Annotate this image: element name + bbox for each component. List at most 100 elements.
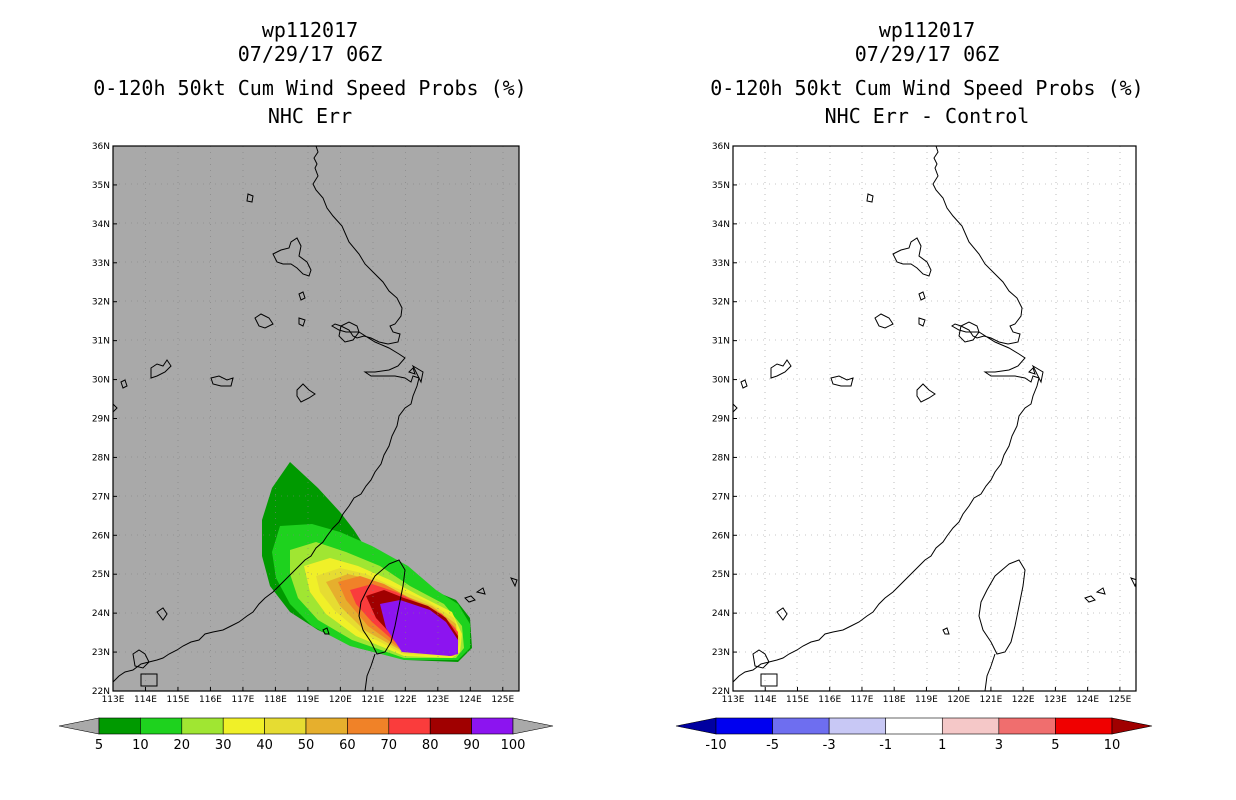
- right-panel-title: wp112017 07/29/17 06Z 0-120h 50kt Cum Wi…: [617, 18, 1236, 128]
- right-xtick-label: 120E: [947, 695, 970, 705]
- left-xtick-label: 120E: [329, 695, 352, 705]
- left-date: 07/29/17 06Z: [237, 42, 383, 66]
- right-colorbar-swatch: [941, 717, 1000, 735]
- right-grid: [733, 146, 1136, 691]
- left-subtitle: NHC Err: [267, 104, 353, 128]
- left-xtick-label: 117E: [231, 695, 254, 705]
- right-colorbar-label: -10: [705, 738, 726, 753]
- left-colorbar-label: 20: [174, 738, 191, 753]
- left-colorbar-swatch: [181, 717, 224, 735]
- right-xtick-label: 121E: [979, 695, 1002, 705]
- left-xtick-label: 122E: [394, 695, 417, 705]
- right-xtick-label: 117E: [851, 695, 874, 705]
- right-xtick-label: 115E: [786, 695, 809, 705]
- left-colorbar-label: 70: [381, 738, 398, 753]
- contour-90: [380, 600, 458, 656]
- left-colorbar-swatch: [98, 717, 141, 735]
- right-ytick-label: 32N: [712, 298, 730, 308]
- right-xtick-label: 116E: [818, 695, 841, 705]
- right-ytick-label: 23N: [712, 648, 730, 658]
- left-ytick-label: 27N: [92, 492, 110, 502]
- left-ytick-label: 34N: [92, 220, 110, 230]
- left-ytick-label: 32N: [92, 298, 110, 308]
- left-xtick-label: 113E: [102, 695, 125, 705]
- right-ytick-label: 31N: [712, 337, 730, 347]
- right-ytick-label: 22N: [712, 687, 730, 697]
- right-colorbar: -10 -5 -3 -1 1 3 5 10: [675, 717, 1153, 753]
- left-colorbar-label: 10: [132, 738, 149, 753]
- right-xtick-label: 118E: [883, 695, 906, 705]
- right-xtick-label: 122E: [1012, 695, 1035, 705]
- left-ytick-label: 28N: [92, 453, 110, 463]
- left-ytick-label: 24N: [92, 609, 110, 619]
- left-colorbar-label: 5: [95, 738, 103, 753]
- left-ytick-label: 36N: [92, 142, 110, 152]
- right-colorbar-label: -1: [879, 738, 892, 753]
- left-ytick-label: 30N: [92, 376, 110, 386]
- right-colorbar-label: 10: [1104, 738, 1121, 753]
- right-colorbar-low-arrow: [675, 717, 717, 735]
- left-probability-contours: [113, 146, 519, 691]
- right-colorbar-label: -3: [823, 738, 836, 753]
- right-colorbar-swatch: [998, 717, 1056, 735]
- left-ytick-label: 31N: [92, 337, 110, 347]
- right-ytick-label: 25N: [712, 570, 730, 580]
- right-axis-ticks: 113E 114E 115E 116E 117E 118E 119E 120E 121E 122E…: [712, 142, 1132, 705]
- left-ytick-label: 29N: [92, 415, 110, 425]
- left-colorbar-label: 50: [298, 738, 315, 753]
- right-colorbar-swatch: [885, 717, 943, 735]
- right-xtick-label: 123E: [1044, 695, 1067, 705]
- left-xtick-label: 125E: [491, 695, 514, 705]
- left-map-panel: 113E 114E 115E 116E 117E 118E 119E 120E 121E 122E…: [92, 142, 520, 705]
- left-product-title: 0-120h 50kt Cum Wind Speed Probs (%): [93, 76, 527, 100]
- right-colorbar-label: -5: [766, 738, 779, 753]
- right-ytick-label: 35N: [712, 181, 730, 191]
- left-xtick-label: 124E: [459, 695, 482, 705]
- left-colorbar-swatch: [264, 717, 307, 735]
- left-ytick-label: 22N: [92, 687, 110, 697]
- right-colorbar-swatch: [828, 717, 887, 735]
- left-ytick-label: 23N: [92, 648, 110, 658]
- right-ytick-label: 27N: [712, 492, 730, 502]
- left-colorbar-label: 100: [501, 738, 526, 753]
- left-ytick-label: 25N: [92, 570, 110, 580]
- right-colorbar-swatch: [1055, 717, 1113, 735]
- right-colorbar-swatch: [715, 717, 773, 735]
- right-map-background: [733, 146, 1136, 691]
- right-storm-id: wp112017: [878, 18, 976, 42]
- right-xtick-label: 124E: [1076, 695, 1099, 705]
- left-axis-ticks: 113E 114E 115E 116E 117E 118E 119E 120E 121E 122E…: [92, 142, 515, 705]
- right-ytick-label: 33N: [712, 259, 730, 269]
- left-colorbar-swatch: [347, 717, 390, 735]
- right-colorbar-label: 1: [938, 738, 946, 753]
- right-ytick-label: 28N: [712, 453, 730, 463]
- left-xtick-label: 115E: [167, 695, 190, 705]
- left-colorbar-swatch: [305, 717, 348, 735]
- left-colorbar-swatch: [429, 717, 472, 735]
- left-xtick-label: 114E: [134, 695, 157, 705]
- left-xtick-label: 123E: [426, 695, 449, 705]
- right-colorbar-high-arrow: [1111, 717, 1153, 735]
- right-ytick-label: 30N: [712, 376, 730, 386]
- right-colorbar-label: 3: [995, 738, 1003, 753]
- right-ytick-label: 26N: [712, 531, 730, 541]
- left-xtick-label: 121E: [361, 695, 384, 705]
- right-subtitle: NHC Err - Control: [824, 104, 1030, 128]
- left-xtick-label: 118E: [264, 695, 287, 705]
- left-ytick-label: 33N: [92, 259, 110, 269]
- left-colorbar-swatch: [222, 717, 265, 735]
- right-xtick-label: 125E: [1108, 695, 1131, 705]
- left-colorbar-label: 30: [215, 738, 232, 753]
- right-ytick-label: 24N: [712, 609, 730, 619]
- left-colorbar: 5 10 20 30 40 50 60 70 80 90 100: [58, 717, 554, 753]
- right-ytick-label: 29N: [712, 415, 730, 425]
- right-xtick-label: 113E: [722, 695, 745, 705]
- left-xtick-label: 116E: [199, 695, 222, 705]
- left-grid: [113, 146, 519, 691]
- right-ytick-label: 36N: [712, 142, 730, 152]
- right-ytick-label: 34N: [712, 220, 730, 230]
- left-colorbar-swatch: [140, 717, 183, 735]
- left-storm-id: wp112017: [261, 18, 359, 42]
- left-colorbar-label: 40: [256, 738, 273, 753]
